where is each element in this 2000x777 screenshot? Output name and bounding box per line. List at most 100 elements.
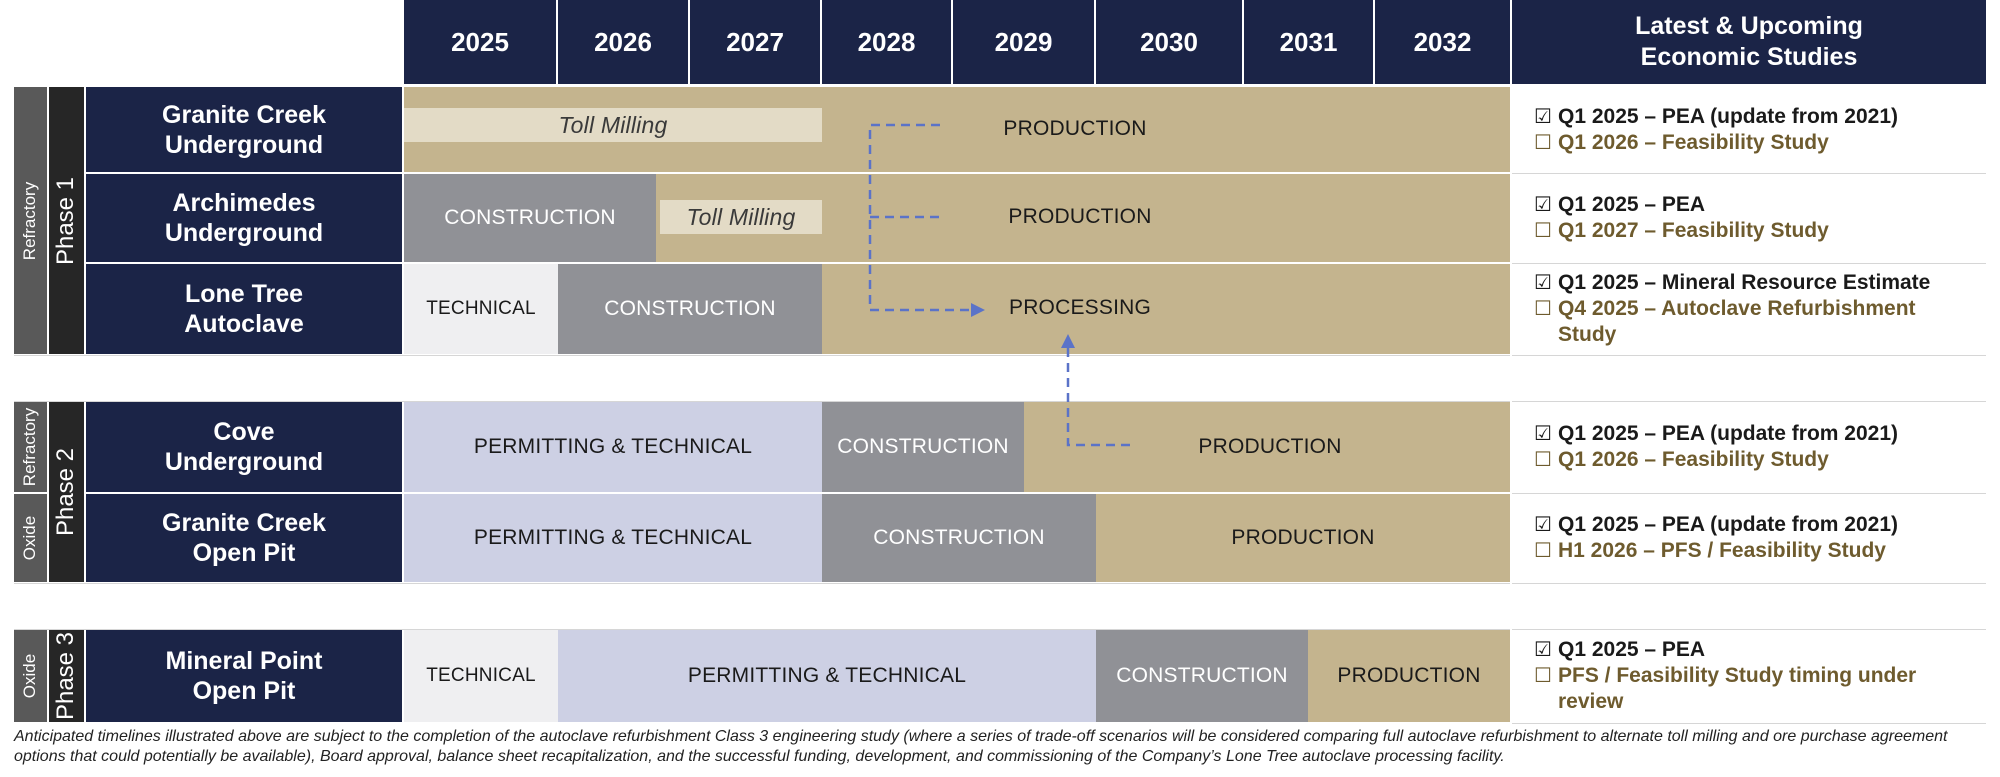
studies-divider (1512, 173, 1986, 174)
year-header-2031: 2031 (1244, 0, 1373, 84)
cove-ug-permitting-bar: PERMITTING & TECHNICAL (404, 402, 822, 492)
study-item-completed: ☑ Q1 2025 – PEA (1534, 637, 1986, 663)
year-label: 2026 (594, 26, 652, 57)
project-granite-creek-underground: Granite Creek Underground (86, 87, 402, 172)
tag-refractory-phase2: Refractory (14, 402, 47, 492)
project-name-line1: Mineral Point (165, 647, 323, 675)
project-name-line1: Granite Creek (162, 100, 326, 129)
gap-divider (14, 401, 1510, 402)
studies-divider (1512, 583, 1986, 584)
study-text: Q1 2025 – Mineral Resource Estimate (1558, 271, 1931, 294)
cove-ug-production-label: PRODUCTION (1185, 430, 1355, 464)
studies-divider (1512, 263, 1986, 264)
study-item-upcoming: ☐ Q1 2026 – Feasibility Study (1534, 447, 1986, 473)
year-label: 2027 (726, 26, 784, 57)
segment-label: PROCESSING (1008, 296, 1152, 319)
study-text: Q1 2025 – PEA (update from 2021) (1558, 104, 1899, 128)
year-header-2029: 2029 (953, 0, 1094, 84)
studies-granite-creek-open-pit: ☑ Q1 2025 – PEA (update from 2021) ☐ H1 20… (1512, 494, 1986, 582)
year-header-2028: 2028 (822, 0, 951, 84)
flow-line-granite-creek-to-autoclave (868, 123, 975, 312)
unchecked-box-icon: ☐ (1534, 220, 1552, 242)
gap-divider (14, 583, 1510, 584)
project-name-line2: Open Pit (192, 677, 296, 705)
segment-label: PRODUCTION (1198, 435, 1342, 458)
studies-header: Latest & Upcoming Economic Studies (1512, 0, 1986, 84)
year-label: 2029 (994, 26, 1053, 57)
mp-op-permitting-bar: PERMITTING & TECHNICAL (558, 630, 1096, 722)
study-text: PFS / Feasibility Study timing under rev… (1558, 664, 1917, 713)
project-name-line2: Underground (164, 130, 324, 159)
project-mineral-point-open-pit: Mineral Point Open Pit (86, 630, 402, 722)
segment-label: PRODUCTION (1008, 205, 1152, 228)
studies-cove-underground: ☑ Q1 2025 – PEA (update from 2021) ☐ Q1 20… (1512, 402, 1986, 492)
footnote: Anticipated timelines illustrated above … (14, 728, 1948, 765)
tag-oxide-phase2: Oxide (14, 494, 47, 582)
segment-label: PERMITTING & TECHNICAL (473, 435, 753, 458)
segment-label: CONSTRUCTION (604, 297, 776, 320)
gc-ug-production-label: PRODUCTION (990, 112, 1160, 146)
study-item-upcoming: ☐ Q4 2025 – Autoclave Refurbishment Study (1534, 296, 1934, 348)
studies-divider (1512, 401, 1986, 402)
gap-divider (14, 629, 1510, 630)
year-label: 2028 (857, 26, 916, 57)
tag-oxide-phase3: Oxide (14, 630, 47, 722)
unchecked-box-icon: ☐ (1534, 665, 1552, 687)
study-text: Q1 2026 – Feasibility Study (1558, 448, 1829, 471)
studies-divider (1512, 723, 1986, 724)
study-item-completed: ☑ Q1 2025 – PEA (update from 2021) (1534, 512, 1986, 538)
study-item-upcoming: ☐ Q1 2027 – Feasibility Study (1534, 218, 1986, 244)
studies-archimedes-underground: ☑ Q1 2025 – PEA ☐ Q1 2027 – Feasibility St… (1512, 174, 1986, 262)
study-text: Q1 2025 – PEA (update from 2021) (1558, 422, 1899, 445)
studies-divider (1512, 355, 1986, 356)
phase-1-label: Phase 1 (49, 87, 84, 354)
segment-label: TECHNICAL (426, 298, 536, 319)
study-text: Q1 2025 – PEA (1558, 638, 1706, 661)
studies-divider (1512, 629, 1986, 630)
segment-label: TECHNICAL (426, 665, 536, 686)
checked-box-icon: ☑ (1534, 639, 1552, 661)
year-header-2030: 2030 (1096, 0, 1242, 84)
checked-box-icon: ☑ (1534, 194, 1552, 216)
gc-op-production-bar: PRODUCTION (1096, 494, 1510, 582)
year-label: 2032 (1413, 26, 1472, 57)
gc-ug-toll-milling-bar: Toll Milling (404, 108, 822, 142)
checked-box-icon: ☑ (1534, 105, 1552, 128)
segment-label: PRODUCTION (1337, 664, 1481, 687)
mp-op-technical-bar: TECHNICAL (404, 630, 558, 722)
arrowhead-up-icon (1061, 334, 1075, 348)
cove-ug-construction-bar: CONSTRUCTION (822, 402, 1024, 492)
study-item-completed: ☑ Q1 2025 – PEA (update from 2021) (1534, 421, 1986, 447)
year-header-2027: 2027 (690, 0, 820, 84)
segment-label: PERMITTING & TECHNICAL (687, 664, 967, 687)
segment-label: CONSTRUCTION (444, 206, 616, 229)
segment-label: Toll Milling (558, 111, 668, 138)
study-item-upcoming: ☐ PFS / Feasibility Study timing under re… (1534, 663, 1954, 715)
phase-3-label: Phase 3 (49, 630, 84, 722)
arch-ug-production-label: PRODUCTION (995, 200, 1165, 234)
segment-label: Toll Milling (686, 203, 796, 230)
project-name-line2: Underground (164, 448, 324, 476)
arch-ug-construction-bar: CONSTRUCTION (404, 174, 656, 262)
project-archimedes-underground: Archimedes Underground (86, 174, 402, 262)
year-header-2025: 2025 (404, 0, 556, 84)
studies-mineral-point-open-pit: ☑ Q1 2025 – PEA ☐ PFS / Feasibility Study … (1512, 630, 1986, 722)
arch-ug-toll-milling-bar: Toll Milling (660, 200, 822, 234)
study-text: Q1 2026 – Feasibility Study (1558, 130, 1829, 154)
project-name-line1: Granite Creek (162, 509, 326, 537)
studies-divider (1512, 493, 1986, 494)
project-cove-underground: Cove Underground (86, 402, 402, 492)
lt-ac-construction-bar: CONSTRUCTION (558, 264, 822, 354)
project-name-line2: Autoclave (184, 310, 304, 338)
year-label: 2025 (451, 26, 509, 57)
study-item-upcoming: ☐ Q1 2026 – Feasibility Study (1534, 130, 1986, 156)
mp-op-construction-bar: CONSTRUCTION (1096, 630, 1308, 722)
lt-ac-technical-bar: TECHNICAL (404, 264, 558, 354)
unchecked-box-icon: ☐ (1534, 131, 1552, 154)
study-item-completed: ☑ Q1 2025 – PEA (update from 2021) (1534, 104, 1986, 130)
year-label: 2030 (1140, 26, 1198, 57)
study-item-completed: ☑ Q1 2025 – Mineral Resource Estimate (1534, 270, 1986, 296)
segment-label: PRODUCTION (1003, 117, 1147, 140)
unchecked-box-icon: ☐ (1534, 298, 1552, 320)
arrowhead-right-icon (971, 303, 985, 317)
